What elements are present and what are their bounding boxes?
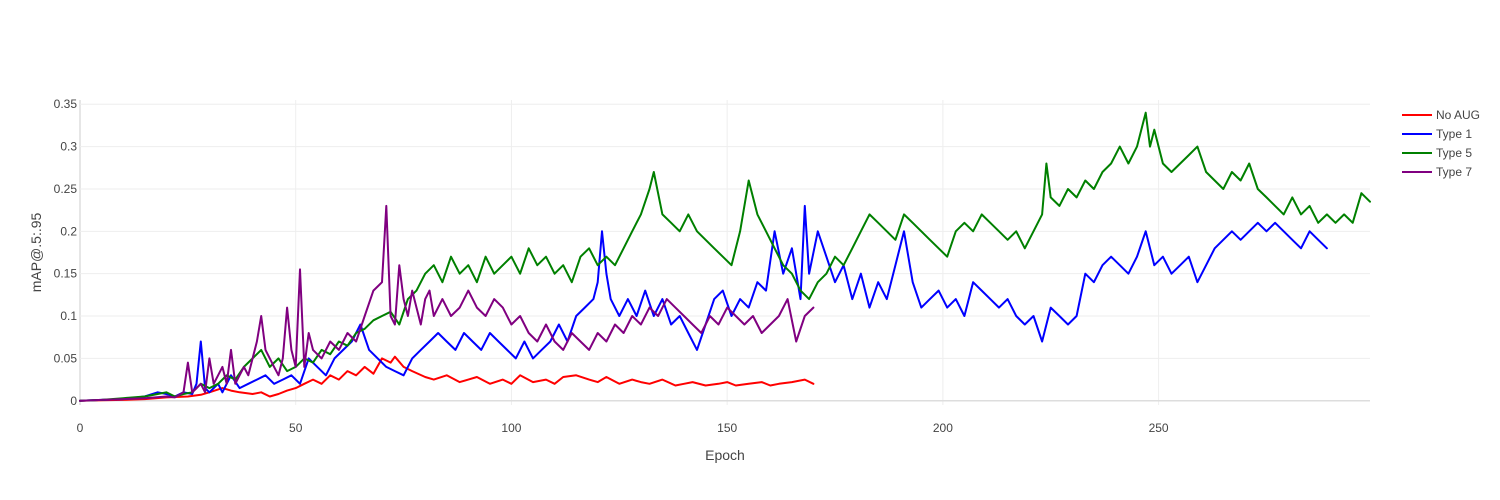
y-tick-label: 0.05 <box>54 351 78 365</box>
x-axis-title: Epoch <box>705 447 745 463</box>
x-tick-label: 150 <box>717 421 737 435</box>
y-tick-label: 0.15 <box>54 267 78 281</box>
y-axis-ticks: 0 0.05 0.1 0.15 0.2 0.25 0.3 0.35 <box>54 97 78 408</box>
x-tick-label: 0 <box>77 421 84 435</box>
x-tick-label: 100 <box>501 421 521 435</box>
legend-label: Type 1 <box>1436 127 1472 141</box>
y-tick-label: 0.1 <box>60 309 77 323</box>
y-tick-label: 0.2 <box>60 224 77 238</box>
legend-item[interactable]: Type 1 <box>1402 127 1472 141</box>
legend[interactable]: No AUG Type 1 Type 5 Type 7 <box>1402 108 1480 179</box>
x-tick-label: 50 <box>289 421 303 435</box>
legend-item[interactable]: Type 7 <box>1402 165 1472 179</box>
y-axis-title: mAP@.5:.95 <box>28 212 44 292</box>
series-line-type-7 <box>79 204 815 402</box>
y-tick-label: 0 <box>70 394 77 408</box>
series-line-type-1 <box>79 204 1328 402</box>
series-line-no-aug <box>79 355 815 402</box>
plot-area <box>79 111 1371 402</box>
y-tick-label: 0.35 <box>54 97 78 111</box>
legend-item[interactable]: No AUG <box>1402 108 1480 122</box>
x-tick-label: 200 <box>933 421 953 435</box>
grid <box>79 100 1370 405</box>
legend-label: Type 7 <box>1436 165 1472 179</box>
y-tick-label: 0.25 <box>54 182 78 196</box>
y-tick-label: 0.3 <box>60 140 77 154</box>
legend-label: No AUG <box>1436 108 1480 122</box>
series-line-type-5 <box>79 111 1371 402</box>
legend-item[interactable]: Type 5 <box>1402 146 1472 160</box>
x-axis-ticks: 0 50 100 150 200 250 <box>77 421 1169 435</box>
legend-label: Type 5 <box>1436 146 1472 160</box>
x-tick-label: 250 <box>1149 421 1169 435</box>
